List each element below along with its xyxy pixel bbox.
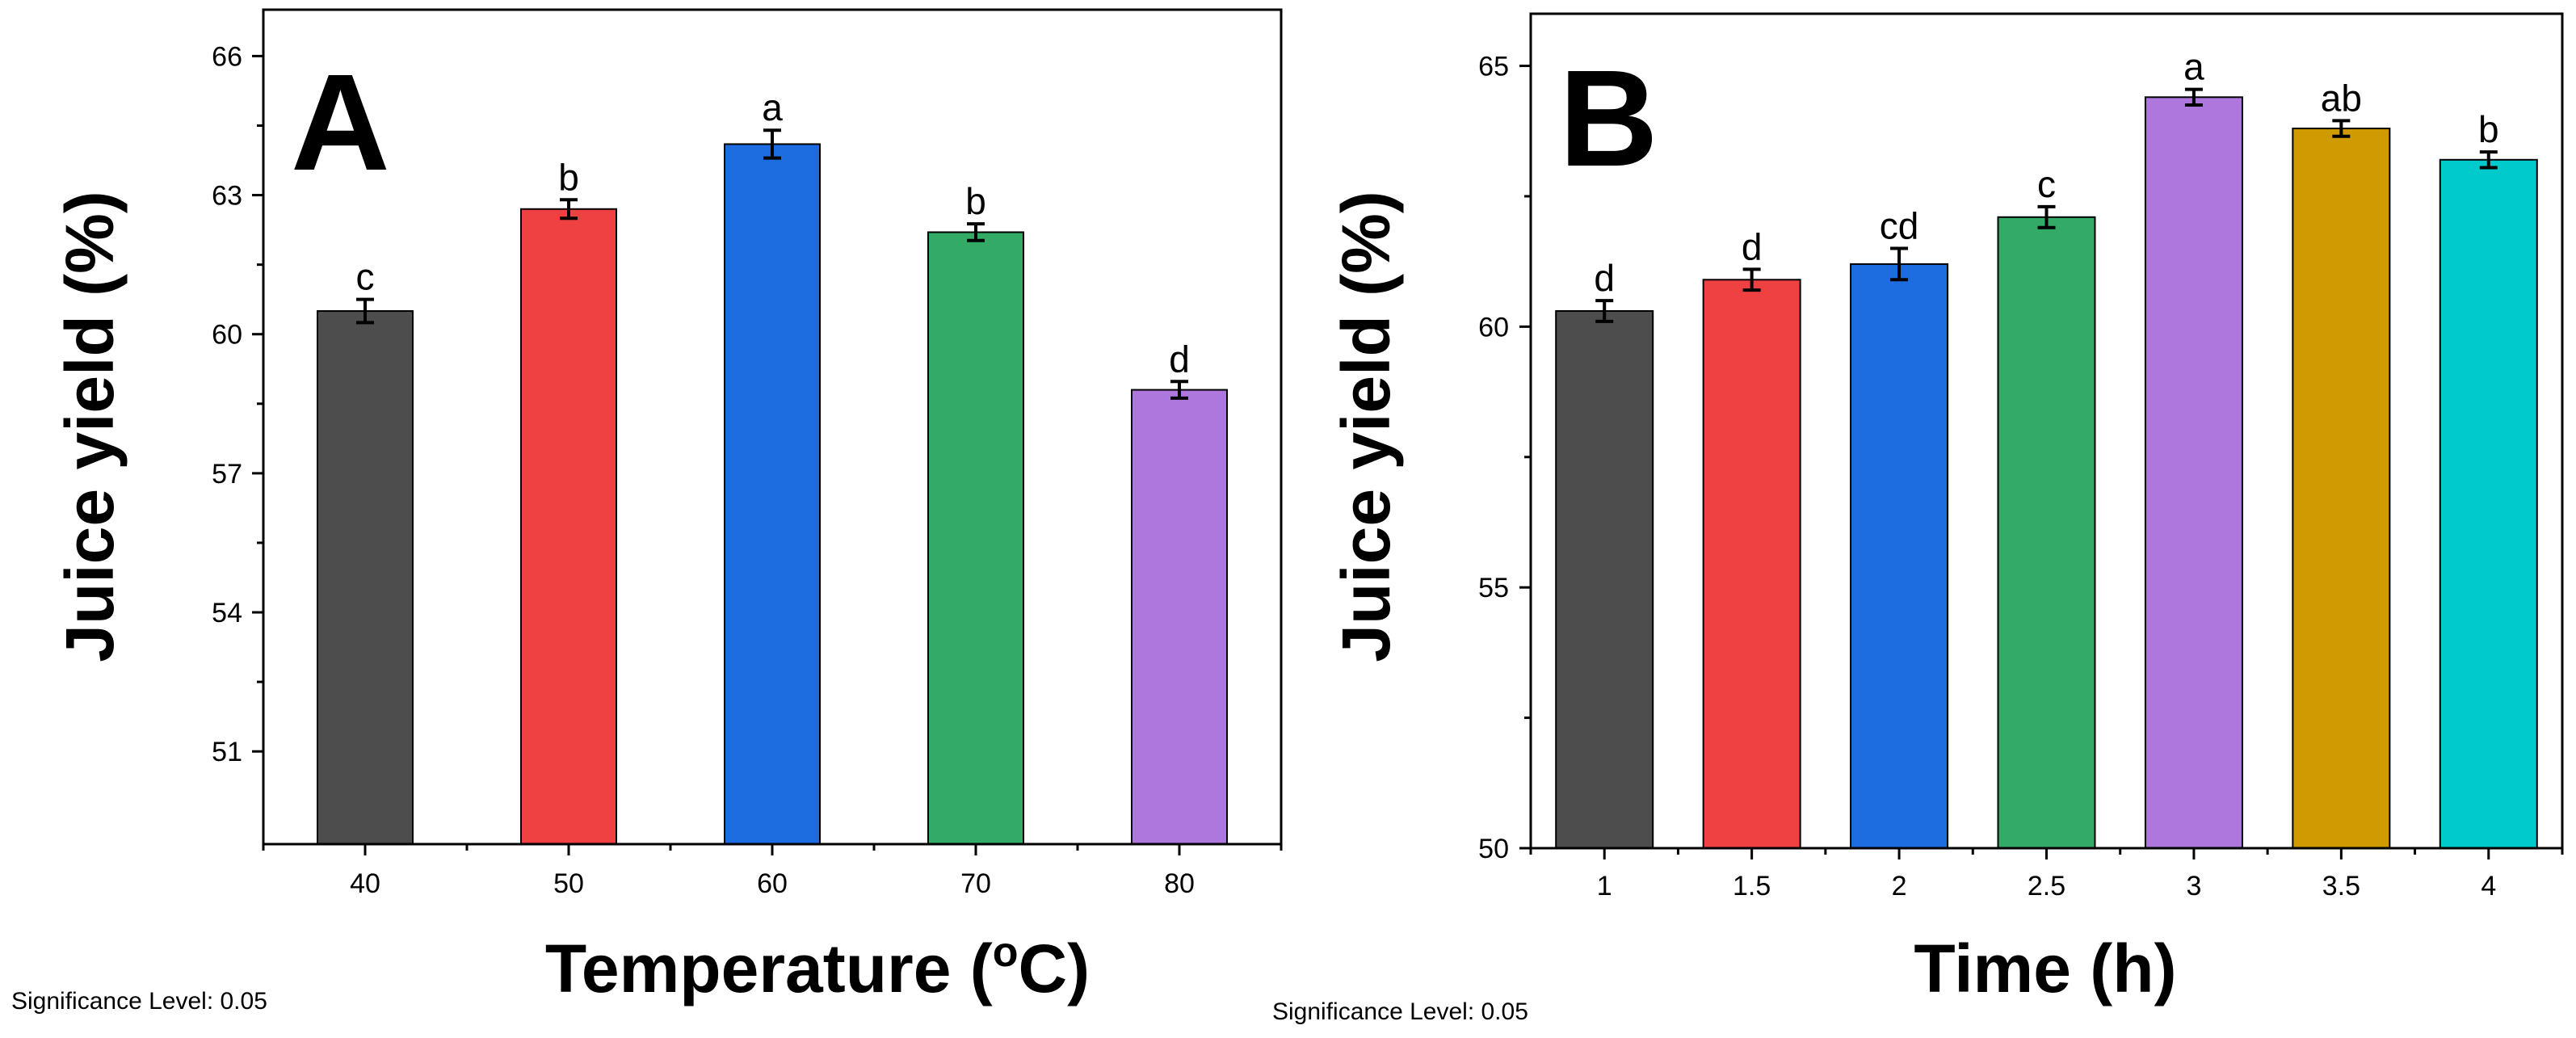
significance-letter: c [2037, 163, 2056, 205]
error-bar [560, 198, 578, 221]
bar [1555, 310, 1654, 850]
significance-note: Significance Level: 0.05 [11, 988, 267, 1015]
y-tick-label: 60 [1478, 312, 1509, 342]
x-axis-title: Temperature (oC) [545, 929, 1090, 1006]
significance-letter: ab [2321, 77, 2362, 119]
bar [520, 208, 617, 845]
x-tick-label: 40 [350, 868, 380, 899]
error-bar [2184, 87, 2203, 107]
error-bar [1595, 299, 1614, 323]
y-axis-title: Juice yield (%) [1328, 191, 1404, 662]
bar [2144, 96, 2243, 850]
bar [927, 231, 1024, 845]
significance-letter: cd [1880, 205, 1919, 247]
x-tick-label: 3.5 [2322, 871, 2360, 901]
bar [2439, 158, 2538, 849]
bar [2292, 128, 2391, 850]
significance-letter: a [762, 86, 783, 128]
x-axis-title-text: Time (h) [1914, 931, 2176, 1006]
error-bar [1742, 267, 1761, 292]
significance-letter: d [1169, 338, 1190, 380]
x-tick-label: 60 [757, 868, 788, 899]
error-bar [1170, 380, 1188, 400]
significance-note: Significance Level: 0.05 [1272, 998, 1528, 1025]
chart-panel-b: d d cd c a ab b 50 55 60 65 1 1.5 2 2.5 3 3.5 4 Time (h) Ju… [1272, 12, 2564, 1025]
x-tick-label: 1.5 [1733, 871, 1771, 901]
error-bar [1890, 246, 1909, 282]
x-tick-label: 50 [553, 868, 584, 899]
bar [724, 143, 821, 845]
error-bar [763, 128, 781, 160]
x-tick-label: 2 [1892, 871, 1907, 901]
x-tick-label: 70 [960, 868, 991, 899]
x-tick-label: 4 [2481, 871, 2496, 901]
bar [1702, 279, 1801, 849]
x-axis-title-superscript: o [993, 929, 1019, 976]
error-bar [2332, 119, 2351, 138]
y-tick-label: 55 [1478, 573, 1509, 603]
significance-letter: b [2478, 108, 2499, 150]
bar [317, 310, 414, 845]
x-tick-label: 3 [2186, 871, 2201, 901]
bar [1850, 263, 1949, 849]
significance-letter: d [1742, 225, 1763, 267]
y-axis-title: Juice yield (%) [52, 191, 128, 662]
y-tick-label: 63 [212, 181, 242, 212]
y-tick-label: 60 [212, 320, 242, 351]
error-bar [2479, 150, 2498, 170]
x-tick-label: 2.5 [2028, 871, 2065, 901]
significance-letter: b [965, 180, 986, 222]
significance-letter: c [356, 256, 375, 298]
y-tick-label: 66 [212, 41, 242, 72]
error-bar [967, 222, 985, 242]
significance-letter: a [2183, 46, 2204, 88]
x-tick-label: 1 [1597, 871, 1612, 901]
x-tick-label: 80 [1164, 868, 1195, 899]
y-tick-label: 50 [1478, 834, 1509, 864]
bar [1997, 216, 2096, 849]
error-bar [356, 297, 374, 325]
error-bar [2037, 204, 2056, 229]
bar [1131, 389, 1228, 846]
panel-label: B [1559, 42, 1658, 195]
y-tick-label: 54 [212, 598, 242, 628]
x-axis-title-text: Temperature ( [545, 931, 993, 1006]
y-tick-label: 51 [212, 737, 242, 767]
x-axis-title: Time (h) [1914, 931, 2176, 1006]
x-axis-title-unit: C) [1019, 931, 1090, 1006]
panel-label: A [291, 46, 390, 200]
chart-panel-a: c b a b d 51 54 57 60 63 66 40 50 60 70 80 Temperature (… [11, 8, 1283, 1015]
y-tick-label: 65 [1478, 52, 1509, 82]
significance-letter: b [558, 156, 579, 198]
y-tick-label: 57 [212, 459, 242, 490]
significance-letter: d [1594, 257, 1615, 299]
